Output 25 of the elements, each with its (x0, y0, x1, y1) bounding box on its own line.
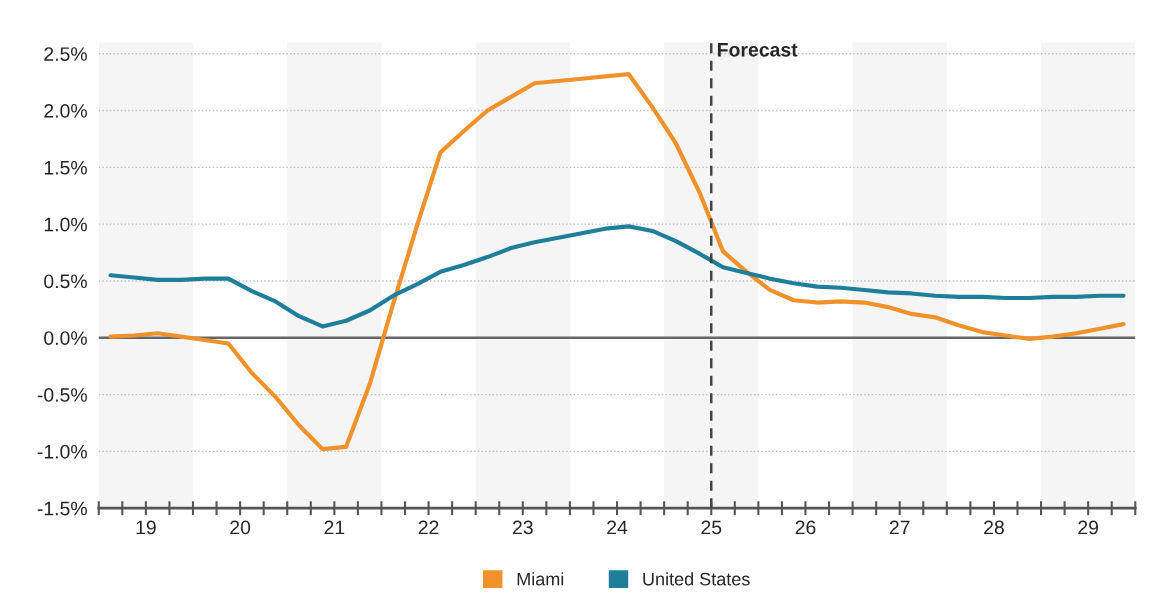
x-tick-label: 23 (512, 520, 533, 535)
x-tick-label: 26 (795, 520, 816, 535)
x-tick-label: 20 (230, 520, 251, 535)
x-tick-label: 21 (324, 520, 345, 535)
line-series (108, 224, 1126, 329)
legend-label: United States (643, 572, 750, 586)
y-tick-label: 2.5% (44, 47, 87, 61)
x-tick-label: 24 (607, 520, 628, 535)
y-tick-label: -1.0% (37, 444, 87, 459)
x-tick-label: 25 (701, 520, 722, 535)
y-tick-label: -0.5% (37, 388, 87, 402)
y-tick-label: 0.5% (44, 274, 87, 289)
x-tick-label: 29 (1078, 520, 1099, 535)
y-tick-label: 0.0% (44, 331, 87, 345)
x-tick-label: 27 (889, 520, 910, 535)
line-series (108, 72, 1126, 452)
y-tick-label: 1.5% (44, 160, 87, 175)
y-tick-label: -1.5% (37, 501, 87, 516)
x-tick-label: 19 (136, 520, 156, 535)
y-tick-label: 2.0% (44, 103, 87, 118)
x-tick-label: 28 (984, 520, 1004, 535)
y-tick-label: 1.0% (44, 217, 87, 232)
x-tick-label: 22 (418, 520, 439, 535)
legend-label: Miami (517, 572, 564, 586)
ref-line-label: Forecast (717, 43, 798, 57)
